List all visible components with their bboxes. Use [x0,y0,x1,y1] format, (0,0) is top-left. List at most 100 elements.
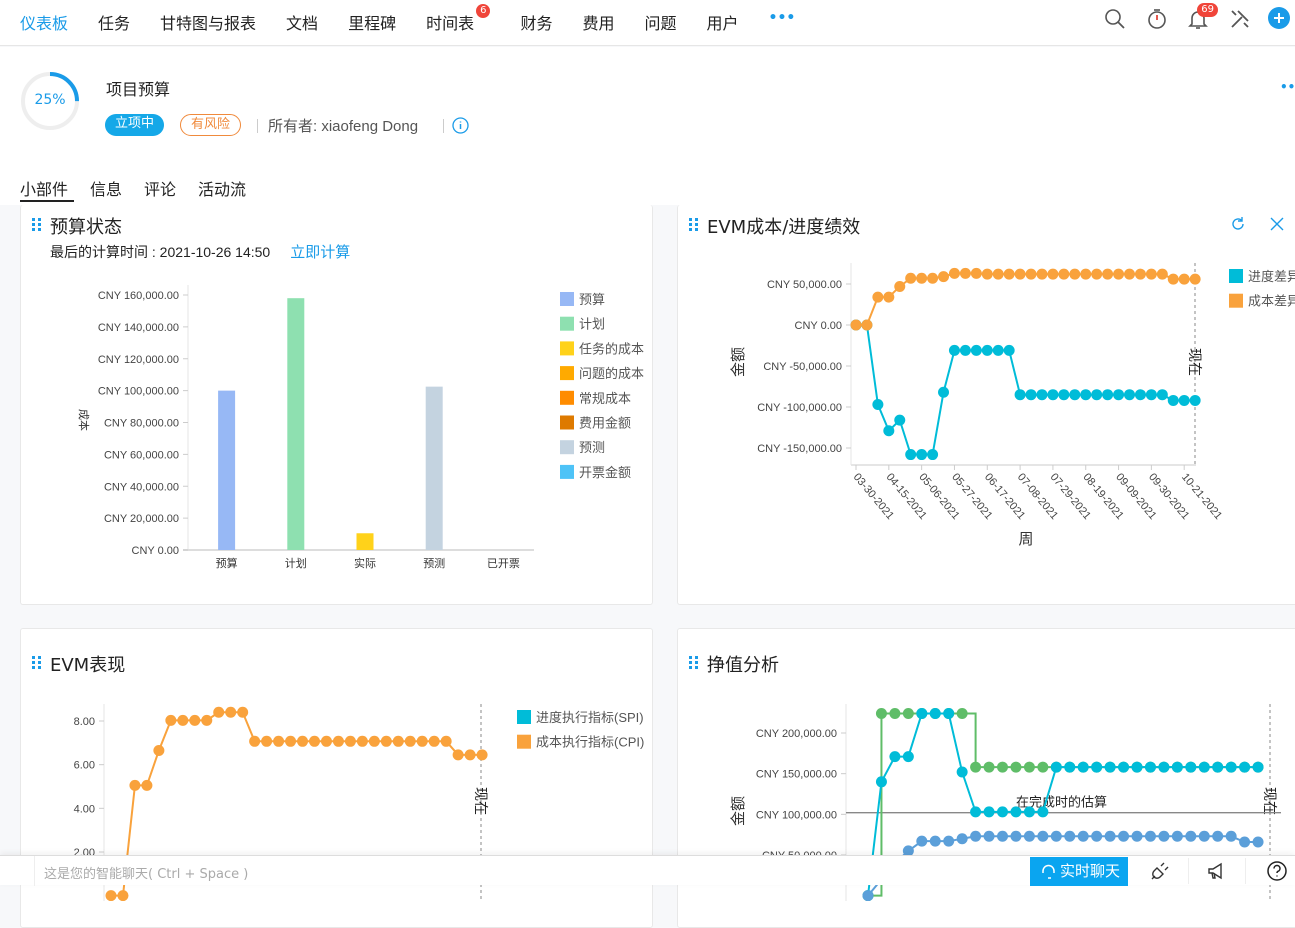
data-point [956,707,968,719]
nav-item[interactable]: 财务 [520,14,553,33]
drag-handle-icon[interactable] [689,218,699,232]
y-tick-label: CNY -150,000.00 [757,443,842,455]
help-icon[interactable] [1266,860,1288,882]
tab-item[interactable]: 活动流 [198,180,247,199]
widget-title: 挣值分析 [707,655,779,676]
live-chat-button[interactable]: 实时聊天 [1030,857,1128,886]
timer-icon[interactable] [1145,7,1169,31]
data-point [1023,830,1035,842]
data-point [1025,268,1037,280]
widget-title: EVM表现 [50,655,126,676]
notifications-button[interactable]: 69 [1186,3,1218,31]
data-point [997,761,1008,773]
data-point [1014,389,1026,401]
data-point [452,749,464,761]
data-point [1050,830,1062,842]
y-tick-label: CNY 100,000.00 [98,386,179,398]
nav-item[interactable]: 问题 [644,14,677,33]
divider [443,119,444,133]
legend-swatch [560,464,574,479]
data-point [938,386,950,398]
data-point [153,744,165,756]
data-point [1023,761,1035,773]
divider [1188,858,1189,884]
drag-handle-icon[interactable] [32,218,42,232]
status-badge[interactable]: 立项中 [105,114,165,136]
drag-handle-icon[interactable] [32,656,42,670]
drag-handle-icon[interactable] [689,656,699,670]
data-point [938,271,950,283]
data-point [1091,389,1103,401]
tab-item[interactable]: 小部件 [20,180,69,199]
more-options-button[interactable]: ••• [1280,80,1295,94]
tools-icon[interactable] [1228,7,1252,31]
headset-icon [1042,864,1055,879]
last-calc-time: 最后的计算时间 : 2021-10-26 14:50 [50,244,271,260]
data-point [872,291,884,303]
y-tick-label: CNY 0.00 [132,545,180,557]
legend-label: 开票金额 [579,465,631,480]
data-point [1158,830,1170,842]
nav-item[interactable]: 费用 [582,14,615,33]
tab-item[interactable]: 信息 [90,180,123,199]
data-point [1185,761,1197,773]
more-nav-button[interactable]: ••• [768,10,796,26]
data-point [1131,830,1143,842]
nav-item[interactable]: 里程碑 [348,14,397,33]
refresh-icon[interactable] [1230,216,1246,232]
footer-bar: 这是您的智能聊天( Ctrl + Space ) 实时聊天 [0,855,1295,886]
x-tick-label: 计划 [285,557,307,570]
risk-badge[interactable]: 有风险 [180,114,242,136]
tab-item[interactable]: 评论 [144,180,177,199]
now-label: 现在 [473,787,489,815]
data-point [440,735,452,747]
data-point [237,706,249,718]
legend-swatch [560,316,574,331]
series-line [856,324,1196,456]
data-point [1118,761,1130,773]
data-point [404,735,416,747]
project-title: 项目预算 [106,80,171,99]
data-point [1171,830,1183,842]
progress-label: 25% [34,92,66,108]
y-tick-label: CNY 140,000.00 [98,322,179,334]
search-icon[interactable] [1103,7,1127,31]
data-point [1185,830,1197,842]
nav-item[interactable]: 用户 [706,14,739,33]
notification-badge: 69 [1197,3,1218,17]
data-point [1091,761,1103,773]
data-point [1077,830,1089,842]
data-point [249,735,261,747]
data-point [981,268,993,280]
now-label: 现在 [1262,787,1278,815]
info-icon[interactable] [452,117,469,134]
project-header: 25% 项目预算 立项中 有风险 所有者: xiaofeng Dong ••• … [0,47,1295,205]
data-point [273,735,285,747]
nav-item[interactable]: 时间表6 [426,4,491,34]
plug-icon[interactable] [1150,861,1170,881]
nav-item[interactable]: 甘特图与报表 [160,14,257,33]
plus-icon[interactable] [1267,6,1291,30]
megaphone-icon[interactable] [1207,861,1227,881]
legend-label: 进度执行指标(SPI) [536,710,644,725]
data-point [1158,761,1170,773]
x-tick-label: 实际 [354,556,376,570]
nav-item[interactable]: 任务 [98,14,131,33]
close-icon[interactable] [1269,216,1285,232]
nav-items: 仪表板 任务 甘特图与报表 文档 里程碑 时间表6 财务 费用 问题 用户 ••• [20,4,796,34]
y-tick-label: CNY 100,000.00 [756,809,837,821]
data-point [861,319,873,331]
y-tick-label: CNY 160,000.00 [98,290,179,302]
calculate-now-link[interactable]: 立即计算 [290,244,351,261]
widget-title: 预算状态 [50,217,122,238]
evm-variance-line-chart: CNY -150,000.00 CNY -100,000.00 CNY -50,00… [730,263,1295,548]
data-point [1010,830,1022,842]
nav-item[interactable]: 仪表板 [20,14,69,33]
chat-input[interactable]: 这是您的智能聊天( Ctrl + Space ) [34,856,1024,886]
data-point [1069,389,1081,401]
data-point [1050,761,1062,773]
x-tick-label: 预测 [423,557,445,570]
data-point [1025,389,1037,401]
data-point [1144,761,1156,773]
nav-item[interactable]: 文档 [286,14,319,33]
